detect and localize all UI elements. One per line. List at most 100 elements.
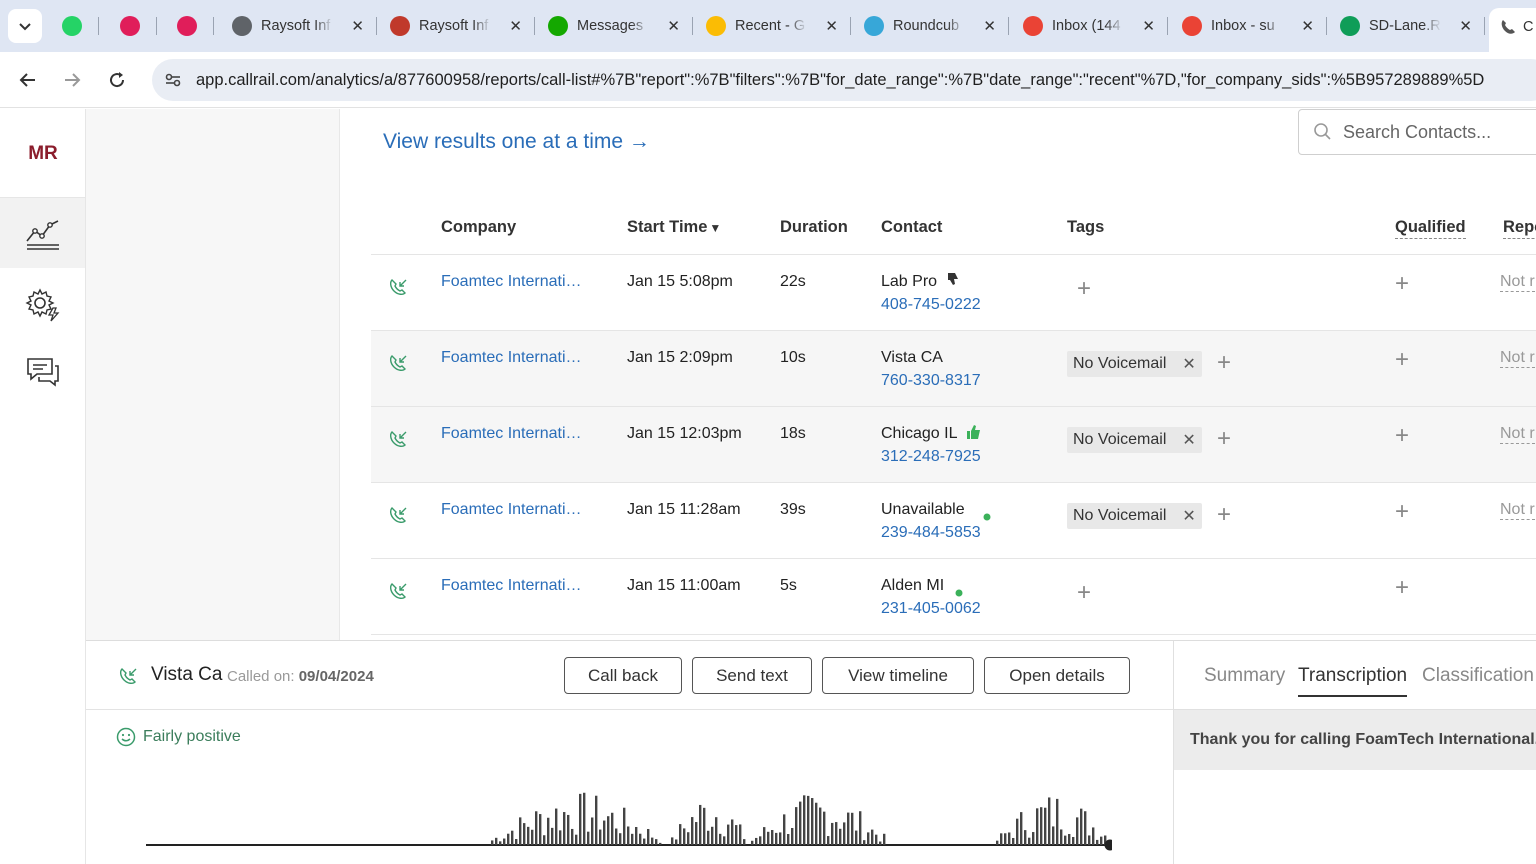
close-tab-icon[interactable]: ✕ (1459, 18, 1472, 35)
browser-tab[interactable]: Recent - G ✕ (706, 9, 838, 43)
col-duration[interactable]: Duration (780, 218, 848, 236)
browser-tab[interactable]: Messages ✕ (548, 9, 680, 43)
reported-status[interactable]: Not r (1500, 501, 1535, 520)
browser-tab[interactable]: Inbox (144 ✕ (1023, 9, 1155, 43)
upwork-icon (548, 16, 568, 36)
col-qualified[interactable]: Qualified (1395, 218, 1466, 239)
contact-name[interactable]: Alden MI (881, 577, 945, 594)
waveform-bar (819, 807, 822, 845)
col-reported[interactable]: Repo (1503, 218, 1536, 239)
close-tab-icon[interactable]: ✕ (351, 18, 364, 35)
waveform-bar (555, 808, 558, 845)
table-row[interactable]: Foamtec Internati… Jan 15 5:08pm 22s Lab Pr… (371, 255, 1536, 331)
tab-search-button[interactable] (8, 9, 42, 43)
close-tab-icon[interactable]: ✕ (667, 18, 680, 35)
app-nav-rail: MR (0, 109, 86, 864)
site-info-icon[interactable] (163, 70, 183, 90)
waveform-bar (683, 828, 686, 845)
send-text-button[interactable]: Send text (692, 657, 812, 694)
tab-classification[interactable]: Classification (1422, 665, 1534, 686)
view-one-at-a-time-link[interactable]: View results one at a time → (383, 130, 650, 153)
qualify-add-icon[interactable]: + (1395, 422, 1410, 449)
qualify-add-icon[interactable]: + (1395, 574, 1410, 601)
qualify-add-icon[interactable]: + (1395, 346, 1410, 373)
remove-tag-icon[interactable]: ✕ (1182, 356, 1196, 373)
add-tag-icon[interactable]: + (1217, 425, 1232, 452)
tab-transcription[interactable]: Transcription (1298, 665, 1408, 697)
waveform-bar (603, 820, 606, 845)
contact-phone[interactable]: 239-484-5853 (881, 524, 981, 541)
col-company[interactable]: Company (441, 218, 517, 236)
back-button[interactable] (14, 66, 42, 94)
open-details-button[interactable]: Open details (984, 657, 1130, 694)
col-contact[interactable]: Contact (881, 218, 943, 236)
waveform-bar (1100, 836, 1103, 845)
browser-tab-title: Roundcub (893, 18, 960, 34)
nav-settings[interactable] (0, 269, 85, 339)
company-link[interactable]: Foamtec Internati… (441, 577, 582, 594)
close-tab-icon[interactable]: ✕ (1301, 18, 1314, 35)
waveform-bar (571, 828, 574, 845)
table-row[interactable]: Foamtec Internati… Jan 15 11:00am 5s Alden … (371, 559, 1536, 635)
call-list: View results one at a time → Search Cont… (341, 109, 1536, 640)
nav-messages[interactable] (0, 337, 85, 407)
active-tab[interactable]: C (1489, 8, 1536, 52)
reported-status[interactable]: Not r (1500, 349, 1535, 368)
contact-name[interactable]: Chicago IL (881, 425, 958, 442)
table-row[interactable]: Foamtec Internati… Jan 15 12:03pm 18s Chica… (371, 407, 1536, 483)
tab-summary[interactable]: Summary (1204, 665, 1286, 686)
contact-phone[interactable]: 312-248-7925 (881, 448, 981, 465)
qualify-add-icon[interactable]: + (1395, 270, 1410, 297)
add-tag-icon[interactable]: + (1077, 579, 1092, 606)
col-start-time[interactable]: Start Time ▼ (627, 218, 721, 237)
waveform-bar (651, 837, 654, 845)
nav-analytics[interactable] (0, 198, 85, 268)
browser-tab[interactable]: SD-Lane.R ✕ (1340, 9, 1472, 43)
contact-name[interactable]: Vista CA (881, 349, 943, 366)
contact-phone[interactable]: 231-405-0062 (881, 600, 981, 617)
forward-button[interactable] (58, 66, 86, 94)
close-tab-icon[interactable]: ✕ (983, 18, 996, 35)
contact-name[interactable]: Unavailable (881, 501, 965, 518)
tab-separator (98, 17, 99, 35)
add-tag-icon[interactable]: + (1217, 501, 1232, 528)
search-contacts-input[interactable]: Search Contacts... (1298, 109, 1536, 155)
col-tags[interactable]: Tags (1067, 218, 1105, 236)
company-link[interactable]: Foamtec Internati… (441, 349, 582, 366)
remove-tag-icon[interactable]: ✕ (1182, 508, 1196, 525)
close-tab-icon[interactable]: ✕ (509, 18, 522, 35)
contact-phone[interactable]: 760-330-8317 (881, 372, 981, 389)
table-row[interactable]: Foamtec Internati… Jan 15 11:28am 39s Unava… (371, 483, 1536, 559)
call-back-button[interactable]: Call back (564, 657, 682, 694)
browser-tab[interactable]: Roundcub ✕ (864, 9, 996, 43)
close-tab-icon[interactable]: ✕ (1142, 18, 1155, 35)
reported-status[interactable]: Not r (1500, 273, 1535, 292)
add-tag-icon[interactable]: + (1077, 275, 1092, 302)
contact-phone[interactable]: 408-745-0222 (881, 296, 981, 313)
browser-tab[interactable]: Raysoft Inf ✕ (232, 9, 364, 43)
company-link[interactable]: Foamtec Internati… (441, 425, 582, 442)
waveform-bar (791, 828, 794, 845)
address-bar[interactable]: app.callrail.com/analytics/a/877600958/r… (152, 59, 1536, 101)
playhead-handle[interactable] (1104, 839, 1113, 851)
table-row[interactable]: Foamtec Internati… Jan 15 2:09pm 10s Vista … (371, 331, 1536, 407)
add-tag-icon[interactable]: + (1217, 349, 1232, 376)
browser-tab[interactable] (120, 9, 148, 43)
remove-tag-icon[interactable]: ✕ (1182, 432, 1196, 449)
contact-name[interactable]: Lab Pro (881, 273, 938, 290)
account-initials[interactable]: MR (28, 143, 58, 164)
browser-tab[interactable]: Raysoft Inf ✕ (390, 9, 522, 43)
browser-tab[interactable] (62, 9, 90, 43)
gear-bolt-icon (24, 288, 59, 322)
close-tab-icon[interactable]: ✕ (825, 18, 838, 35)
company-link[interactable]: Foamtec Internati… (441, 273, 582, 290)
reload-button[interactable] (103, 66, 131, 94)
qualify-add-icon[interactable]: + (1395, 498, 1410, 525)
audio-waveform[interactable] (146, 786, 1112, 851)
waveform-bar (547, 817, 550, 845)
reported-status[interactable]: Not r (1500, 425, 1535, 444)
browser-tab[interactable]: Inbox - su ✕ (1182, 9, 1314, 43)
browser-tab[interactable] (177, 9, 205, 43)
company-link[interactable]: Foamtec Internati… (441, 501, 582, 518)
view-timeline-button[interactable]: View timeline (822, 657, 974, 694)
